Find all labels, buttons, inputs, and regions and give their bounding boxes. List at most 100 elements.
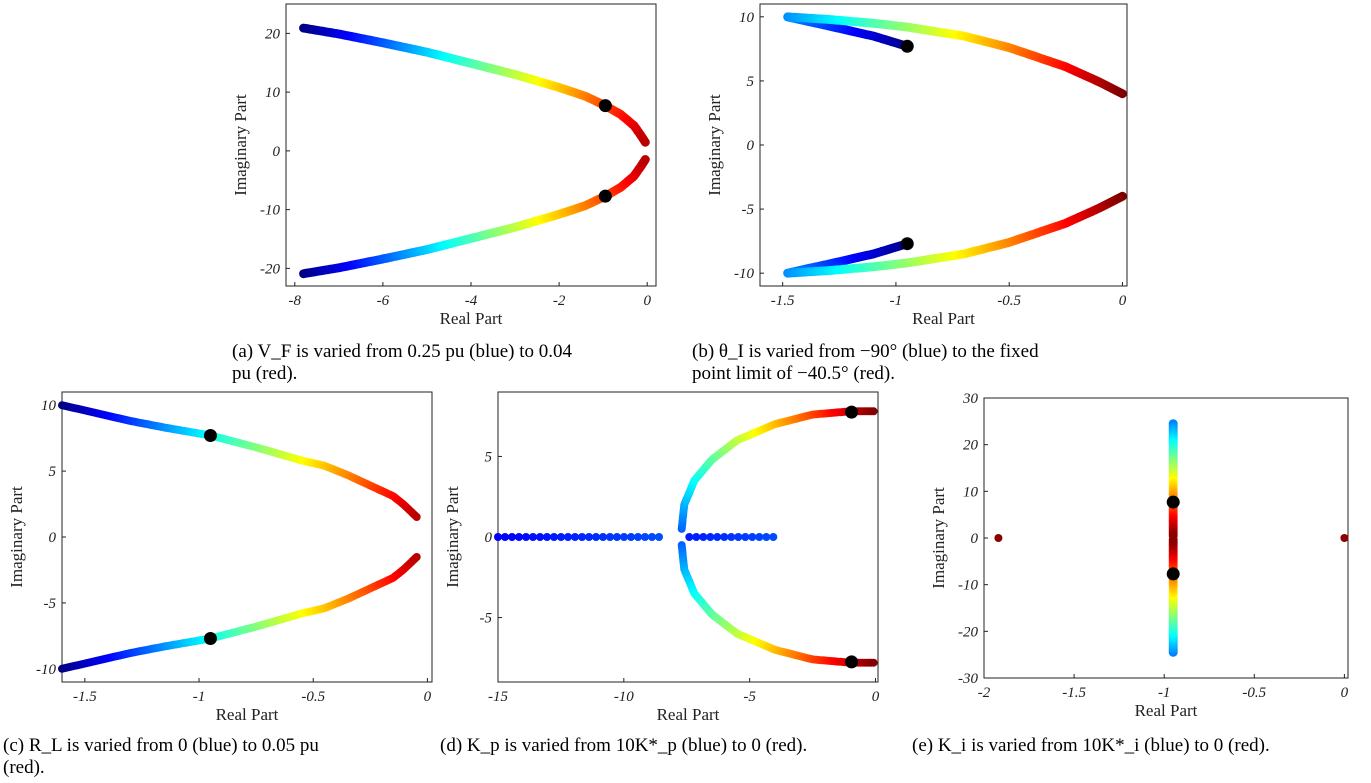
y-tick-label: 5 xyxy=(747,74,755,90)
y-tick-label: 0 xyxy=(485,530,493,546)
x-tick-label: 0 xyxy=(872,689,880,705)
x-tick-label: -0.5 xyxy=(997,293,1021,309)
series-0-point xyxy=(494,533,502,541)
caption-b-line2: point limit of −40.5° (red). xyxy=(692,363,896,384)
series-1-point xyxy=(1117,191,1127,201)
series-1-point xyxy=(706,533,715,541)
series-0-point xyxy=(564,533,572,541)
x-tick-label: -0.5 xyxy=(1242,685,1266,701)
operating-point-marker xyxy=(845,405,859,419)
series-0-point xyxy=(522,533,530,541)
x-axis-label: Real Part xyxy=(440,309,503,328)
y-tick-label: 10 xyxy=(739,10,755,26)
series-0-point xyxy=(543,533,551,541)
x-tick-label: 0 xyxy=(643,293,651,309)
x-axis-label: Real Part xyxy=(657,705,720,724)
series-1-point xyxy=(685,533,694,541)
axes-box-e xyxy=(983,397,1349,679)
y-tick-label: 30 xyxy=(962,391,979,407)
series-0-point xyxy=(599,533,607,541)
y-tick-label: -5 xyxy=(742,202,755,218)
caption-e: (e) K_i is varied from 10K*_i (blue) to … xyxy=(912,735,1370,757)
caption-c: (c) R_L is varied from 0 (blue) to 0.05 … xyxy=(3,735,435,779)
y-axis-label: Imaginary Part xyxy=(7,486,26,588)
series-1-point xyxy=(734,533,743,541)
x-tick-label: 0 xyxy=(1341,685,1349,701)
series-1-point xyxy=(640,155,650,164)
x-tick-label: -10 xyxy=(614,689,634,705)
caption-a-line1: (a) V_F is varied from 0.25 pu (blue) to… xyxy=(232,341,573,362)
y-tick-label: -5 xyxy=(480,611,493,627)
series-0-point xyxy=(585,533,593,541)
x-tick-label: -4 xyxy=(465,293,478,309)
series-1-point xyxy=(412,553,421,561)
series-1-point xyxy=(727,533,736,541)
y-tick-label: -10 xyxy=(260,203,280,219)
series-0-point xyxy=(648,533,656,541)
operating-point-marker xyxy=(1166,567,1180,581)
series-0-point xyxy=(655,533,663,541)
y-tick-label: -20 xyxy=(260,261,280,277)
operating-point-marker xyxy=(900,237,914,251)
plot-d: -15 -10 -5 0 -5 0 5 Real Part Imaginary Part xyxy=(443,391,880,724)
series-1-point xyxy=(741,533,750,541)
series-0-point xyxy=(529,533,537,541)
x-tick-label: -1 xyxy=(1158,685,1171,701)
caption-c-line1: (c) R_L is varied from 0 (blue) to 0.05 … xyxy=(3,735,319,756)
series-1-point xyxy=(1168,535,1178,545)
caption-a: (a) V_F is varied from 0.25 pu (blue) to… xyxy=(232,341,672,385)
y-tick-label: -10 xyxy=(734,266,754,282)
chart-b: -1.5 -1 -0.5 0 -10 -5 0 5 10 Real Part Imaginary P… xyxy=(705,3,1128,328)
series-0-point xyxy=(508,533,516,541)
operating-point-marker xyxy=(900,39,914,53)
y-tick-label: 0 xyxy=(273,144,281,160)
series-1-point xyxy=(720,533,729,541)
y-axis-label: Imaginary Part xyxy=(929,487,948,589)
x-tick-label: -15 xyxy=(488,689,508,705)
y-tick-label: 10 xyxy=(265,85,281,101)
series-1-point xyxy=(699,533,708,541)
plot-c: -1.5 -1 -0.5 0 -10 -5 0 5 10 Real Part Imaginary P… xyxy=(7,391,433,724)
y-tick-label: -20 xyxy=(958,624,978,640)
series-0-point xyxy=(501,533,509,541)
series-1-point xyxy=(692,533,701,541)
x-tick-label: -6 xyxy=(377,293,390,309)
operating-point-marker xyxy=(1166,495,1180,509)
caption-d-line1: (d) K_p is varied from 10K*_p (blue) to … xyxy=(440,735,808,756)
x-tick-label: -0.5 xyxy=(301,689,325,705)
plot-e: -2 -1.5 -1 -0.5 0 -30 -20 -10 0 10 20 30 Real Part Im… xyxy=(929,391,1349,720)
x-tick-label: -2 xyxy=(553,293,566,309)
x-tick-label: -1.5 xyxy=(1062,685,1086,701)
series-0-point xyxy=(536,533,544,541)
series-0-point xyxy=(627,533,635,541)
caption-c-line2: (red). xyxy=(3,757,45,778)
series-0-point xyxy=(1117,89,1127,99)
operating-point-marker xyxy=(845,655,859,669)
x-tick-label: -1 xyxy=(890,293,903,309)
y-tick-label: -5 xyxy=(44,596,57,612)
x-axis-label: Real Part xyxy=(1135,701,1198,720)
series-0-point xyxy=(557,533,565,541)
series-1-point xyxy=(748,533,757,541)
y-tick-label: 5 xyxy=(485,449,493,465)
x-axis-label: Real Part xyxy=(216,705,279,724)
y-tick-label: 0 xyxy=(747,138,755,154)
y-axis-label: Imaginary Part xyxy=(705,94,724,196)
series-2-point xyxy=(869,407,878,416)
series-1-point xyxy=(713,533,722,541)
caption-b: (b) θ_I is varied from −90° (blue) to th… xyxy=(692,341,1162,385)
y-tick-label: 20 xyxy=(265,26,281,42)
series-0-point xyxy=(550,533,558,541)
y-axis-label: Imaginary Part xyxy=(231,94,250,196)
series-0-point xyxy=(613,533,621,541)
series-0-point xyxy=(515,533,523,541)
x-tick-label: -2 xyxy=(978,685,991,701)
series-0-point xyxy=(620,533,628,541)
series-1-point xyxy=(755,533,764,541)
y-tick-label: 20 xyxy=(963,438,979,454)
